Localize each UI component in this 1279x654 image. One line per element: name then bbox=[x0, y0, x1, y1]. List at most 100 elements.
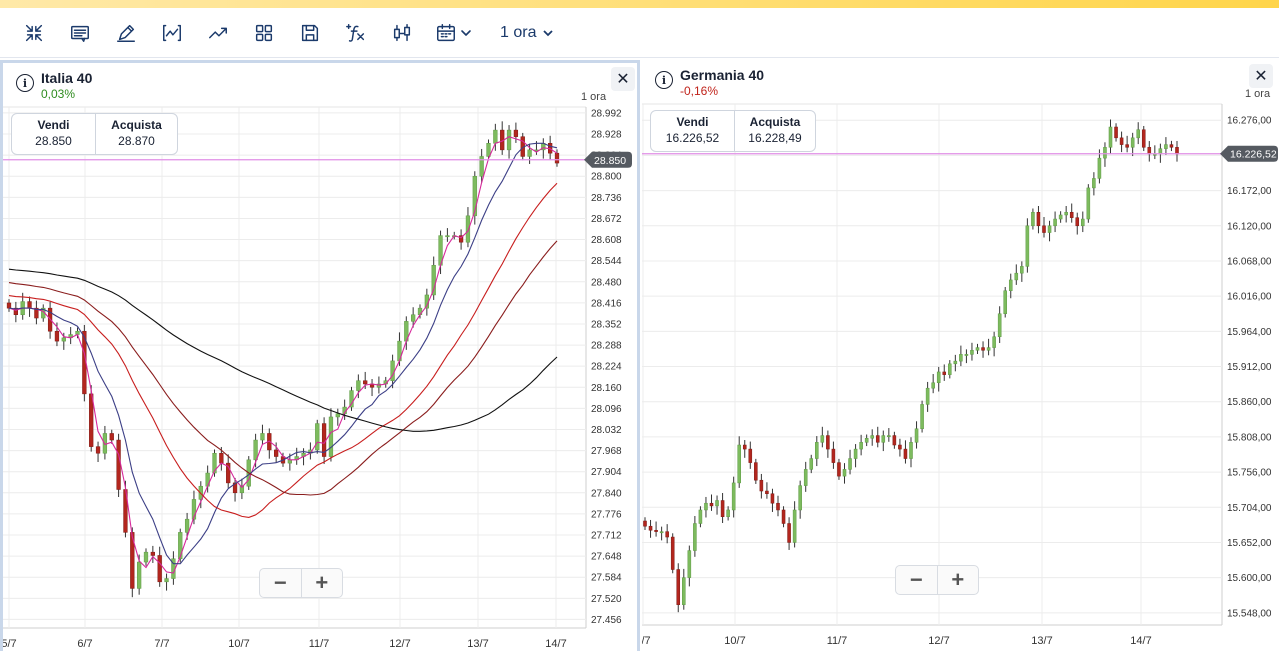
info-icon[interactable]: i bbox=[16, 74, 34, 92]
price-chart-italia-40[interactable]: 28.99228.92828.86428.80028.73628.67228.6… bbox=[3, 63, 637, 654]
top-accent-bar bbox=[0, 0, 1279, 8]
candle bbox=[191, 499, 197, 520]
candle bbox=[554, 152, 560, 164]
y-tick-label: 15.808,00 bbox=[1227, 432, 1272, 443]
close-panel-button[interactable]: ✕ bbox=[1249, 64, 1273, 88]
y-tick-label: 28.096 bbox=[591, 404, 622, 415]
candle bbox=[1164, 144, 1168, 149]
y-tick-label: 28.352 bbox=[591, 319, 622, 330]
candlestick-icon[interactable] bbox=[386, 17, 418, 49]
panel-timeframe: 1 ora bbox=[581, 91, 607, 103]
instrument-change: 0,03% bbox=[41, 87, 76, 101]
candle bbox=[1008, 279, 1013, 291]
sell-value: 16.226,52 bbox=[665, 131, 720, 145]
y-tick-label: 27.456 bbox=[591, 615, 622, 626]
y-tick-label: 28.288 bbox=[591, 341, 622, 352]
chart-toolbar: 1 ora bbox=[0, 8, 1279, 58]
candle bbox=[770, 493, 775, 504]
price-tag bbox=[584, 151, 632, 168]
candle bbox=[1075, 217, 1080, 227]
candle bbox=[948, 363, 952, 375]
moving-average-line bbox=[8, 268, 558, 432]
y-tick-label: 16.120,00 bbox=[1227, 221, 1272, 232]
instrument-name: Germania 40 bbox=[680, 67, 765, 83]
y-tick-label: 16.068,00 bbox=[1227, 256, 1272, 267]
save-icon[interactable] bbox=[294, 17, 326, 49]
collapse-icon[interactable] bbox=[18, 17, 50, 49]
candle bbox=[1114, 126, 1118, 139]
candle bbox=[1130, 137, 1135, 148]
indicator-fx-icon[interactable] bbox=[340, 17, 372, 49]
y-tick-label: 27.648 bbox=[591, 552, 622, 563]
zoom-controls: − + bbox=[895, 565, 979, 595]
zoom-out-button[interactable]: − bbox=[273, 570, 287, 595]
trend-icon[interactable] bbox=[202, 17, 234, 49]
x-tick-label: 5/7 bbox=[3, 638, 17, 650]
draw-icon[interactable] bbox=[110, 17, 142, 49]
y-tick-label: 28.736 bbox=[591, 193, 622, 204]
close-panel-button[interactable]: ✕ bbox=[611, 67, 635, 91]
candle bbox=[715, 500, 719, 507]
candle bbox=[506, 129, 512, 151]
zoom-in-button[interactable]: + bbox=[936, 566, 979, 594]
candle bbox=[665, 531, 669, 538]
candle bbox=[6, 302, 12, 309]
moving-average-line bbox=[8, 240, 558, 496]
chart-type-icon[interactable] bbox=[156, 17, 188, 49]
candle bbox=[754, 462, 758, 481]
candle bbox=[898, 444, 902, 450]
layout-grid-icon[interactable] bbox=[248, 17, 280, 49]
candle bbox=[720, 500, 725, 517]
sell-value: 28.850 bbox=[35, 134, 72, 148]
info-icon[interactable]: i bbox=[655, 71, 673, 89]
chart-panel-italia-40: 28.99228.92828.86428.80028.73628.67228.6… bbox=[0, 60, 640, 651]
quote-box: Vendi 16.226,52 Acquista 16.228,49 bbox=[650, 110, 816, 152]
candle bbox=[837, 462, 841, 477]
instrument-name: Italia 40 bbox=[41, 70, 93, 86]
candle bbox=[130, 532, 135, 589]
zoom-in-button[interactable]: + bbox=[300, 569, 343, 597]
zoom-out-button[interactable]: − bbox=[909, 567, 923, 592]
candle bbox=[1125, 144, 1129, 148]
sell-quote[interactable]: Vendi 28.850 bbox=[12, 114, 95, 154]
candle bbox=[1103, 147, 1107, 159]
candle bbox=[803, 469, 808, 486]
buy-quote[interactable]: Acquista 28.870 bbox=[95, 114, 177, 154]
price-chart-germania-40[interactable]: 16.276,0016.224,0016.172,0016.120,0016.0… bbox=[642, 60, 1279, 651]
candle bbox=[143, 551, 149, 563]
buy-quote[interactable]: Acquista 16.228,49 bbox=[734, 111, 815, 151]
candle bbox=[232, 482, 238, 494]
y-tick-label: 15.964,00 bbox=[1227, 327, 1272, 338]
candle bbox=[239, 485, 245, 494]
timeframe-label: 1 ora bbox=[500, 23, 537, 41]
calendar-icon bbox=[436, 23, 455, 41]
candle bbox=[709, 502, 714, 507]
y-tick-label: 15.704,00 bbox=[1227, 503, 1272, 514]
candle bbox=[986, 347, 991, 351]
candle bbox=[737, 444, 741, 484]
candle bbox=[936, 371, 941, 384]
y-tick-label: 27.776 bbox=[591, 509, 622, 520]
candle bbox=[486, 143, 491, 157]
x-tick-label: 12/7 bbox=[928, 635, 949, 647]
candle bbox=[226, 462, 231, 484]
candle bbox=[887, 435, 891, 437]
candle bbox=[1108, 126, 1113, 148]
candle bbox=[164, 578, 169, 583]
quote-box: Vendi 28.850 Acquista 28.870 bbox=[11, 113, 178, 155]
candle bbox=[157, 555, 162, 583]
moving-average-line bbox=[8, 136, 558, 574]
candle bbox=[776, 502, 780, 511]
candle bbox=[848, 458, 852, 470]
timeframe-select[interactable]: 1 ora bbox=[500, 24, 554, 42]
sell-quote[interactable]: Vendi 16.226,52 bbox=[651, 111, 734, 151]
candle bbox=[997, 313, 1002, 338]
candle bbox=[493, 129, 498, 144]
candle bbox=[458, 235, 464, 243]
candle bbox=[95, 446, 101, 454]
panel-header: i Italia 40 0,03% ✕ 1 ora bbox=[3, 63, 637, 107]
buy-label: Acquista bbox=[111, 118, 162, 132]
notes-icon[interactable] bbox=[64, 17, 96, 49]
calendar-dropdown[interactable] bbox=[432, 17, 474, 49]
buy-value: 16.228,49 bbox=[748, 131, 802, 145]
